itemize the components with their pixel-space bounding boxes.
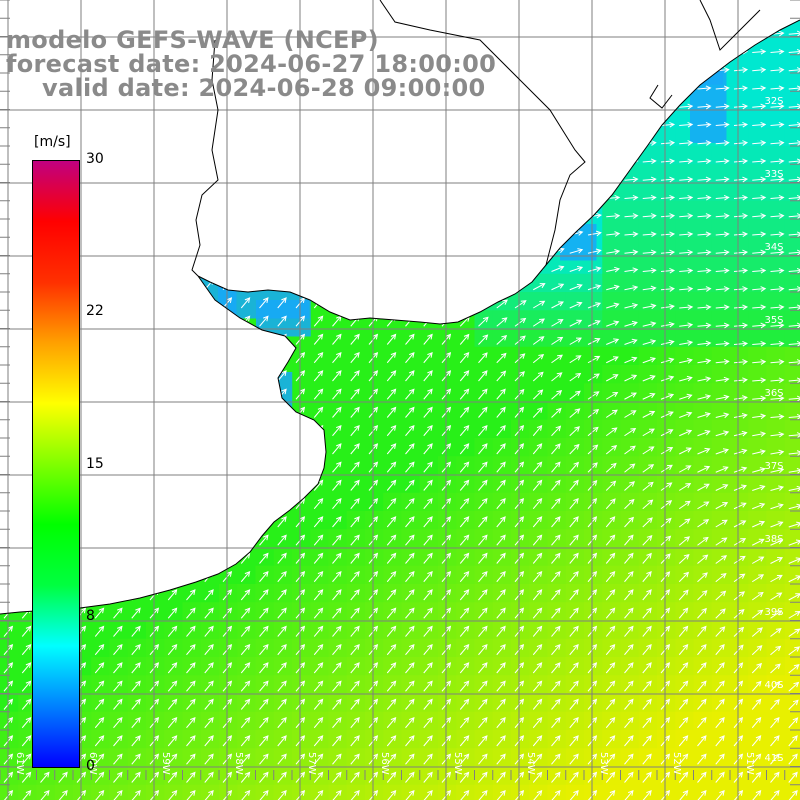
lat-label-37S: 37S [764, 461, 783, 472]
lat-label-34S: 34S [764, 242, 783, 253]
colorbar-tick-0: 0 [86, 758, 95, 774]
lon-label-61W: 61W [14, 752, 25, 775]
colorbar-tick-8: 8 [86, 608, 95, 624]
colorbar-gradient [33, 161, 79, 767]
colorbar-tick-30: 30 [86, 151, 104, 167]
lon-label-57W: 57W [306, 752, 317, 775]
map-title-block: modelo GEFS-WAVE (NCEP) forecast date: 2… [6, 28, 496, 100]
model-title: modelo GEFS-WAVE (NCEP) [6, 26, 379, 54]
lon-label-52W: 52W [671, 752, 682, 775]
lon-label-58W: 58W [233, 752, 244, 775]
lon-label-53W: 53W [598, 752, 609, 775]
lon-label-60W: 60W [87, 752, 98, 775]
lon-label-59W: 59W [160, 752, 171, 775]
colorbar-unit: [m/s] [34, 134, 71, 150]
lat-label-32S: 32S [764, 96, 783, 107]
lat-label-41S: 41S [764, 753, 783, 764]
lat-label-39S: 39S [764, 607, 783, 618]
lat-label-33S: 33S [764, 169, 783, 180]
lat-label-38S: 38S [764, 534, 783, 545]
colorbar [32, 160, 80, 768]
lat-label-35S: 35S [764, 315, 783, 326]
lon-label-51W: 51W [744, 752, 755, 775]
lon-label-55W: 55W [452, 752, 463, 775]
lat-label-36S: 36S [764, 388, 783, 399]
latitude-labels: 32S 33S 34S 35S 36S 37S 38S 39S 40S 41S [764, 96, 783, 764]
lon-label-54W: 54W [525, 752, 536, 775]
lon-label-56W: 56W [379, 752, 390, 775]
colorbar-tick-22: 22 [86, 303, 104, 319]
lat-label-40S: 40S [764, 680, 783, 691]
colorbar-tick-15: 15 [86, 456, 104, 472]
coastline [0, 0, 800, 615]
longitude-labels: 61W 60W 59W 58W 57W 56W 55W 54W 53W 52W 51W [14, 752, 755, 775]
valid-date: valid date: 2024-06-28 09:00:00 [42, 74, 486, 102]
forecast-date: forecast date: 2024-06-27 18:00:00 [6, 50, 497, 78]
